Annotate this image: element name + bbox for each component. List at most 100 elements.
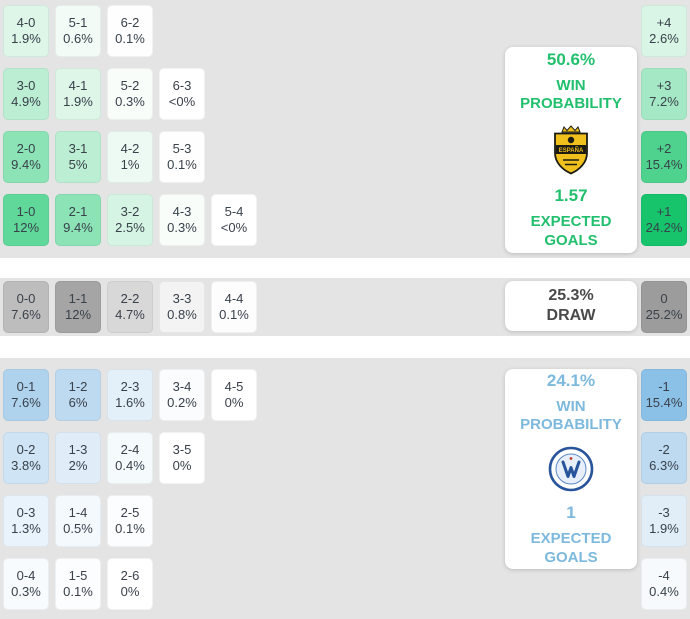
away-expected-goals-value: 1 [566,503,576,522]
probability-value: 24.2% [645,219,683,235]
probability-value: 2% [68,457,88,473]
probability-value: 0.6% [63,30,93,46]
probability-value: 0% [120,583,140,599]
scoreline-value: 2-5 [120,504,140,520]
score-cell: 0-4 0.3% [3,558,49,610]
probability-value: 0.2% [167,394,197,410]
probability-value: 0.1% [167,156,197,172]
probability-value: 0.1% [219,306,249,322]
score-cell: 3-5 0% [159,432,205,484]
scoreline-value: 2-4 [120,441,140,457]
probability-value: 12% [64,306,92,322]
scoreline-value: 3-0 [16,77,36,93]
goal-diff-cell: -3 1.9% [641,495,687,547]
probability-value: 15.4% [645,156,683,172]
score-cell: 4-5 0% [211,369,257,421]
score-cell: 0-3 1.3% [3,495,49,547]
score-cell: 6-3 <0% [159,68,205,120]
score-row: 0-3 1.3% 1-4 0.5% 2-5 0.1% [3,495,257,547]
probability-value: 6.3% [649,457,679,473]
goal-diff-value: -2 [658,441,670,457]
score-cell: 5-3 0.1% [159,131,205,183]
score-cell: 2-1 9.4% [55,194,101,246]
home-win-section: 4-0 1.9% 5-1 0.6% 6-2 0.1% 3-0 4.9% 4-1 1.9% 5-2 0.… [0,0,690,258]
score-cell: 1-0 12% [3,194,49,246]
home-win-probability-value: 50.6% [546,49,596,69]
probability-value: 15.4% [645,394,683,410]
probability-value: 1.9% [649,520,679,536]
goal-diff-cell: +2 15.4% [641,131,687,183]
score-cell: 3-2 2.5% [107,194,153,246]
scoreline-value: 3-2 [120,203,140,219]
draw-section: 0-0 7.6% 1-1 12% 2-2 4.7% 3-3 0.8% 4-4 0.1% 25.3%… [0,278,690,336]
scoreline-value: 1-4 [68,504,88,520]
away-expected-goals-label: EXPECTED GOALS [530,530,612,566]
probability-value: 5% [68,156,88,172]
score-row: 0-1 7.6% 1-2 6% 2-3 1.6% 3-4 0.2% 4-5 0% [3,369,257,421]
scoreline-value: 4-4 [224,290,244,306]
probability-value: <0% [220,219,248,235]
goal-diff-value: 0 [660,290,668,306]
probability-value: 0.1% [115,30,145,46]
home-team-crest: ESPAÑA [554,125,588,175]
scoreline-value: 3-1 [68,140,88,156]
probability-value: 1.9% [63,93,93,109]
score-cell: 4-2 1% [107,131,153,183]
score-cell: 3-1 5% [55,131,101,183]
scoreline-value: 5-4 [224,203,244,219]
goal-diff-cell: -1 15.4% [641,369,687,421]
score-cell: 2-5 0.1% [107,495,153,547]
goal-diff-cell: +3 7.2% [641,68,687,120]
score-row: 2-0 9.4% 3-1 5% 4-2 1% 5-3 0.1% [3,131,257,183]
probability-value: 6% [68,394,88,410]
goal-diff-value: -4 [658,567,670,583]
probability-value: <0% [168,93,196,109]
scoreline-value: 1-5 [68,567,88,583]
goal-diff-value: +4 [656,14,672,30]
probability-value: 0.4% [649,583,679,599]
goal-diff-cell: 0 25.2% [641,281,687,333]
draw-score-grid: 0-0 7.6% 1-1 12% 2-2 4.7% 3-3 0.8% 4-4 0.1% [3,281,257,333]
score-cell: 0-0 7.6% [3,281,49,333]
probability-value: 0% [224,394,244,410]
scoreline-value: 4-0 [16,14,36,30]
score-cell: 5-1 0.6% [55,5,101,57]
goal-diff-value: +1 [656,203,672,219]
score-cell: 3-0 4.9% [3,68,49,120]
probability-value: 0% [172,457,192,473]
score-cell: 1-5 0.1% [55,558,101,610]
score-cell: 2-2 4.7% [107,281,153,333]
probability-value: 1% [120,156,140,172]
scoreline-value: 5-3 [172,140,192,156]
probability-value: 3.8% [11,457,41,473]
probability-value: 0.3% [167,219,197,235]
scoreline-value: 5-1 [68,14,88,30]
score-cell: 4-1 1.9% [55,68,101,120]
score-cell: 0-1 7.6% [3,369,49,421]
scoreline-value: 0-3 [16,504,36,520]
probability-value: 1.9% [11,30,41,46]
scoreline-value: 6-2 [120,14,140,30]
score-cell: 2-6 0% [107,558,153,610]
probability-value: 0.5% [63,520,93,536]
scoreline-value: 2-2 [120,290,140,306]
score-cell: 3-3 0.8% [159,281,205,333]
score-cell: 2-3 1.6% [107,369,153,421]
score-cell: 5-4 <0% [211,194,257,246]
probability-value: 9.4% [63,219,93,235]
goal-diff-cell: +1 24.2% [641,194,687,246]
away-win-section: 0-1 7.6% 1-2 6% 2-3 1.6% 3-4 0.2% 4-5 0% 0-2 3.8% 1-… [0,358,690,619]
probability-value: 4.7% [115,306,145,322]
goal-diff-value: -1 [658,378,670,394]
away-win-probability-value: 24.1% [546,370,596,390]
probability-value: 7.6% [11,394,41,410]
score-cell: 0-2 3.8% [3,432,49,484]
probability-value: 1.6% [115,394,145,410]
score-cell: 4-3 0.3% [159,194,205,246]
score-cell: 1-4 0.5% [55,495,101,547]
score-cell: 2-4 0.4% [107,432,153,484]
goal-diff-value: +2 [656,140,672,156]
scoreline-value: 4-1 [68,77,88,93]
scoreline-value: 5-2 [120,77,140,93]
probability-value: 1.3% [11,520,41,536]
